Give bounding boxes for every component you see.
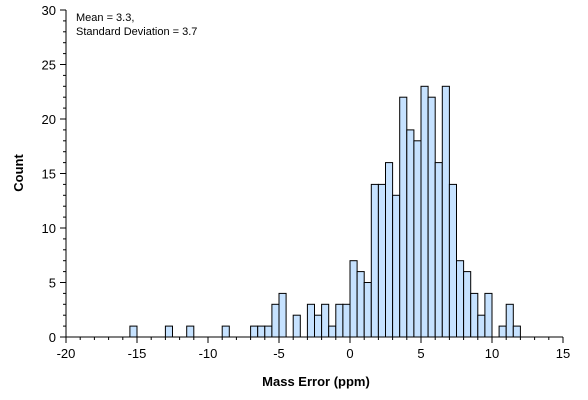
histogram-bar: [393, 195, 400, 337]
histogram-bar: [442, 86, 449, 337]
histogram-bar: [315, 315, 322, 337]
histogram-bar: [322, 304, 329, 337]
histogram-bar: [336, 304, 343, 337]
histogram-bar: [435, 163, 442, 337]
histogram-bar: [329, 326, 336, 337]
histogram-bar: [449, 184, 456, 337]
x-tick-label: -10: [199, 346, 218, 361]
histogram-bar: [357, 272, 364, 337]
histogram-bar: [471, 293, 478, 337]
y-tick-label: 0: [49, 330, 56, 345]
y-tick-label: 25: [42, 58, 56, 73]
x-axis-title: Mass Error (ppm): [262, 374, 370, 389]
histogram-bar: [499, 326, 506, 337]
histogram-bar: [407, 130, 414, 337]
x-tick-label: 5: [417, 346, 424, 361]
histogram-bar: [130, 326, 137, 337]
x-tick-label: 15: [556, 346, 570, 361]
x-tick-label: -5: [273, 346, 285, 361]
histogram-bar: [457, 261, 464, 337]
mean-annotation: Mean = 3.3,: [76, 12, 134, 24]
histogram-bar: [307, 304, 314, 337]
histogram-bar: [222, 326, 229, 337]
histogram-bar: [293, 315, 300, 337]
histogram-bar: [251, 326, 258, 337]
histogram-bar: [386, 163, 393, 337]
x-tick-label: -15: [128, 346, 147, 361]
histogram-bar: [400, 97, 407, 337]
bars-layer: [130, 86, 520, 337]
x-tick-label: 10: [485, 346, 499, 361]
histogram-bar: [343, 304, 350, 337]
y-tick-label: 15: [42, 167, 56, 182]
histogram-bar: [378, 184, 385, 337]
histogram-bar: [428, 97, 435, 337]
histogram-bar: [272, 304, 279, 337]
y-tick-label: 30: [42, 3, 56, 18]
axes-layer: [66, 10, 563, 337]
y-tick-label: 20: [42, 112, 56, 127]
histogram-bar: [464, 272, 471, 337]
x-tick-label: -20: [57, 346, 76, 361]
histogram-bar: [165, 326, 172, 337]
histogram-bar: [478, 315, 485, 337]
histogram-bar: [258, 326, 265, 337]
histogram-bar: [506, 304, 513, 337]
y-tick-label: 5: [49, 276, 56, 291]
histogram-bar: [421, 86, 428, 337]
histogram-bar: [350, 261, 357, 337]
histogram-bar: [513, 326, 520, 337]
histogram-bar: [187, 326, 194, 337]
y-axis-title: Count: [11, 154, 26, 192]
histogram-bar: [265, 326, 272, 337]
histogram-bar: [364, 283, 371, 338]
x-tick-label: 0: [346, 346, 353, 361]
histogram-bar: [279, 293, 286, 337]
histogram-bar: [414, 141, 421, 337]
y-tick-label: 10: [42, 221, 56, 236]
histogram-bar: [371, 184, 378, 337]
histogram-bar: [485, 293, 492, 337]
std-annotation: Standard Deviation = 3.7: [76, 26, 197, 38]
